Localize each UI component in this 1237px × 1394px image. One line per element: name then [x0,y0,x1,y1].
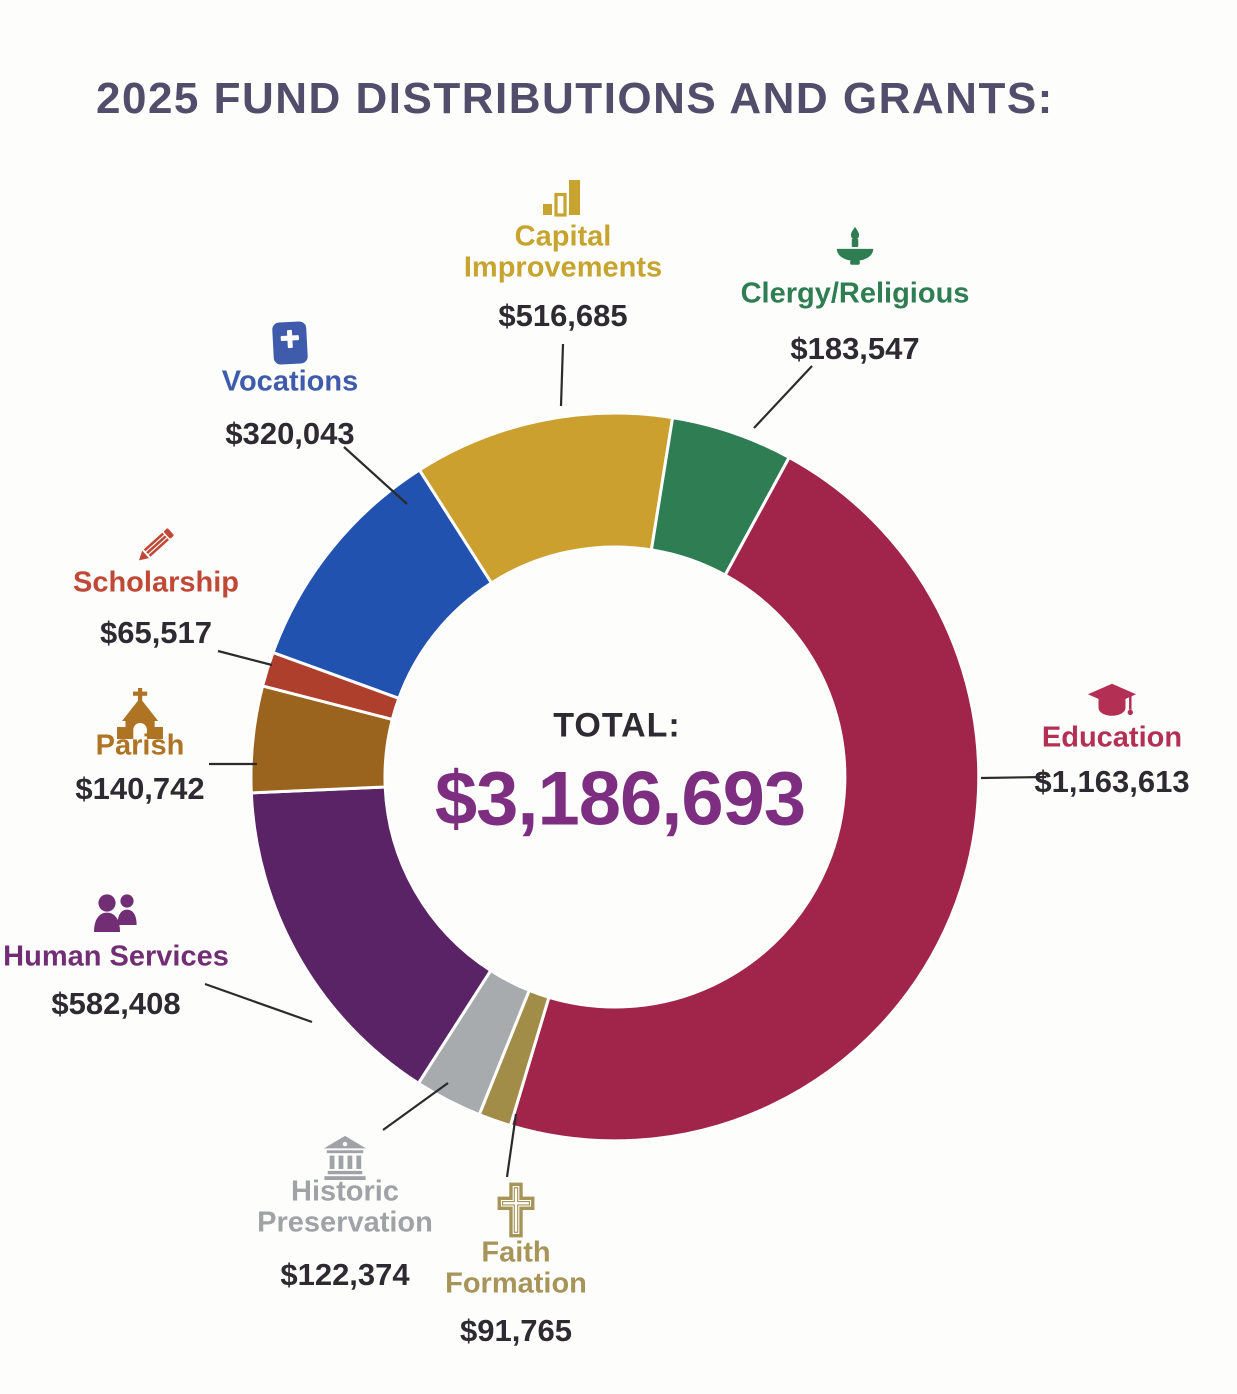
segment-name-faith-formation: Faith Formation [445,1236,587,1299]
segment-name-capital-improvements: Capital Improvements [463,220,663,283]
segment-amount-faith-formation: $91,765 [459,1313,573,1348]
leader-line-historic-preservation [382,1082,449,1131]
people-icon [90,891,142,933]
bar-chart-icon [540,173,586,219]
bible-icon [268,319,312,367]
segment-name-scholarship: Scholarship [73,566,239,599]
leader-line-education [980,775,1047,780]
segment-amount-capital-improvements: $516,685 [498,298,628,333]
leader-line-vocations [343,446,408,505]
leader-line-faith-formation [505,1113,518,1178]
segment-amount-clergy-religious: $183,547 [790,331,920,366]
candle-icon [832,225,878,269]
segment-amount-parish: $140,742 [75,771,205,806]
segment-amount-historic-preservation: $122,374 [280,1257,410,1292]
church-icon [113,688,167,740]
segment-amount-human-services: $582,408 [51,986,181,1021]
segment-name-parish: Parish [95,729,185,762]
bank-building-icon [321,1134,369,1180]
outline-cross-icon [497,1182,535,1238]
segment-name-education: Education [1041,721,1183,754]
page-title: 2025 FUND DISTRIBUTIONS AND GRANTS: [96,74,1054,123]
leader-line-clergy-religious [753,365,813,429]
pencil-icon [130,519,182,571]
donut-segment-vocations [271,467,494,701]
segment-name-vocations: Vocations [221,365,359,398]
segment-amount-scholarship: $65,517 [99,615,213,650]
total-value: $3,186,693 [434,756,806,842]
graduation-cap-icon [1086,681,1138,723]
segment-name-historic-preservation: Historic Preservation [257,1175,433,1238]
leader-line-scholarship [217,649,273,667]
segment-name-human-services: Human Services [3,940,229,973]
donut-segment-education [508,455,981,1143]
segment-name-clergy-religious: Clergy/Religious [740,277,970,310]
segment-amount-vocations: $320,043 [225,416,355,451]
leader-line-capital-improvements [559,343,565,407]
segment-amount-education: $1,163,613 [1034,764,1190,799]
total-label: TOTAL: [553,706,681,745]
leader-line-human-services [204,982,313,1024]
